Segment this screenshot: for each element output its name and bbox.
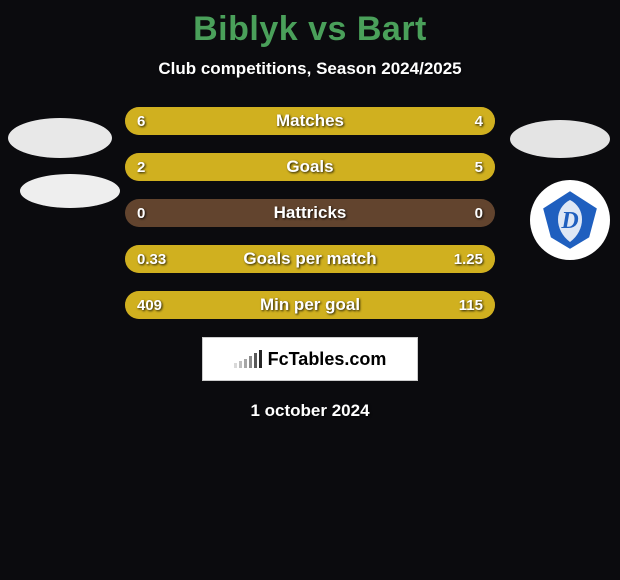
stat-bar-right <box>229 153 495 181</box>
club-crest-icon: D <box>538 188 602 252</box>
snapshot-date: 1 october 2024 <box>0 401 620 421</box>
club-right-badge: D <box>530 180 610 260</box>
stat-row: 25Goals <box>125 153 495 181</box>
club-left-badge <box>20 174 120 208</box>
stat-row: 409115Min per goal <box>125 291 495 319</box>
stat-value-right: 0 <box>475 199 483 227</box>
subtitle: Club competitions, Season 2024/2025 <box>0 59 620 79</box>
brand-bar-icon <box>249 356 252 368</box>
page-title: Biblyk vs Bart <box>0 0 620 49</box>
brand-bar-icon <box>239 361 242 368</box>
brand-box: FcTables.com <box>202 337 418 381</box>
stat-row: 64Matches <box>125 107 495 135</box>
stat-bar-left <box>125 291 414 319</box>
stat-value-left: 0 <box>137 199 145 227</box>
player-left-avatar <box>8 118 112 158</box>
comparison-card: Biblyk vs Bart Club competitions, Season… <box>0 0 620 580</box>
brand-bar-icon <box>234 363 237 368</box>
stats-bars: 64Matches 25Goals 0 0Hattricks 0.331.25Goals… <box>125 107 495 319</box>
stat-row: 0 0Hattricks <box>125 199 495 227</box>
svg-text:D: D <box>560 208 578 234</box>
stat-bar-right <box>203 245 495 273</box>
brand-text: FcTables.com <box>268 349 387 370</box>
stat-bar-left <box>125 245 203 273</box>
stat-bar-right <box>347 107 495 135</box>
brand-bar-icon <box>244 359 247 368</box>
brand-bar-icon <box>259 350 262 368</box>
stat-label: Hattricks <box>125 199 495 227</box>
brand-bars-icon <box>234 350 262 368</box>
stat-bar-left <box>125 107 347 135</box>
brand-bar-icon <box>254 353 257 368</box>
player-right-avatar <box>510 120 610 158</box>
stat-bar-left <box>125 153 229 181</box>
stat-bar-right <box>414 291 495 319</box>
stat-row: 0.331.25Goals per match <box>125 245 495 273</box>
